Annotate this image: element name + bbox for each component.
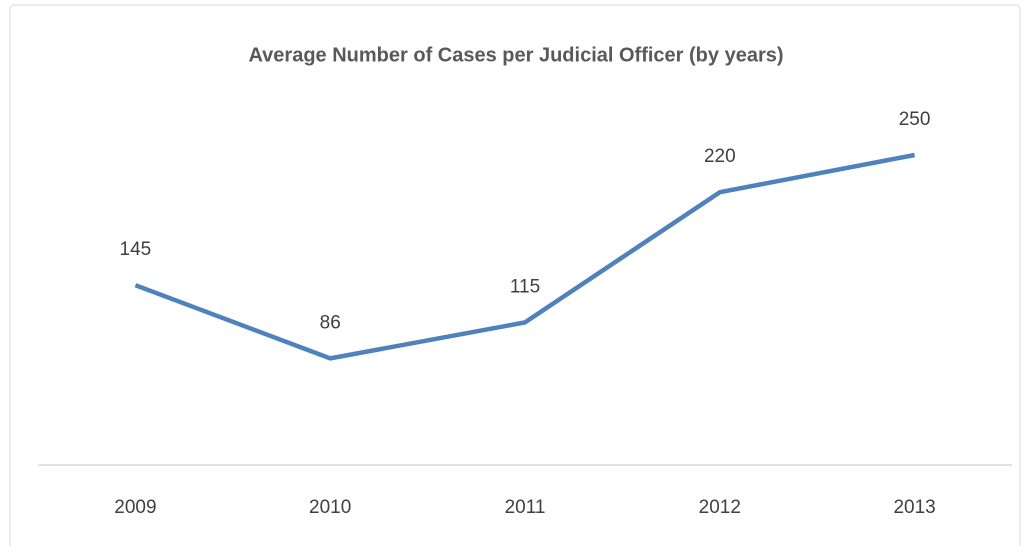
x-tick-label: 2010 [309,497,351,518]
chart-frame [9,4,1021,546]
x-tick-label: 2012 [699,497,741,518]
x-tick-label: 2011 [505,497,546,518]
data-line [134,152,916,361]
data-label: 250 [899,109,931,130]
data-label: 145 [120,239,152,260]
data-label: 86 [320,312,341,333]
x-tick-label: 2009 [114,497,156,518]
data-label: 220 [704,146,736,167]
chart-title: Average Number of Cases per Judicial Off… [248,44,783,66]
data-label: 115 [510,276,540,297]
x-tick-label: 2013 [893,497,935,518]
